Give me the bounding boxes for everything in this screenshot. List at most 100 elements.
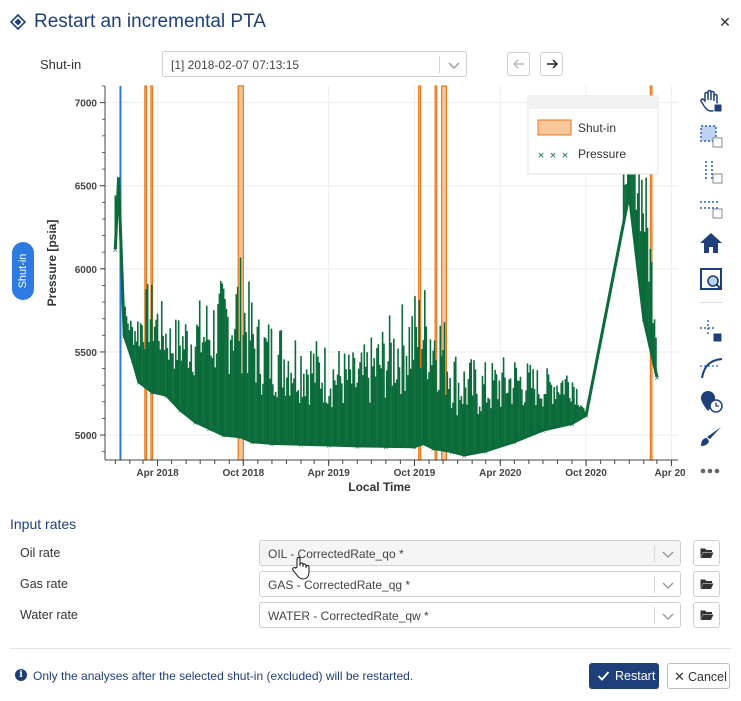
legend-shutin-swatch	[537, 119, 572, 136]
gas-rate-label: Gas rate	[20, 577, 68, 591]
pressure-point: ×	[654, 374, 660, 382]
home-icon[interactable]	[696, 228, 726, 258]
y-select-icon[interactable]	[696, 192, 726, 222]
x-tick-label: Apr 20	[654, 468, 685, 479]
hand-cursor-icon	[292, 557, 310, 580]
x-tick-label: Oct 2020	[565, 468, 607, 479]
next-shutin-button[interactable]	[540, 52, 563, 76]
close-icon[interactable]: ✕	[719, 14, 731, 30]
cancel-button[interactable]: ✕ Cancel	[667, 663, 730, 689]
info-icon: i	[15, 669, 27, 681]
y-tick-label: 6000	[75, 265, 98, 276]
pressure-point: ×	[206, 425, 212, 433]
folder-open-icon	[700, 548, 714, 558]
pressure-point: ×	[130, 357, 136, 365]
y-tick-label: 5000	[75, 431, 98, 442]
y-tick-label: 6500	[75, 182, 98, 193]
x-tick-label: Oct 2018	[222, 468, 264, 479]
water-rate-label: Water rate	[20, 608, 78, 622]
pressure-point: ×	[354, 443, 360, 451]
legend-pressure-marker: ×	[561, 151, 569, 161]
pressure-series	[113, 119, 659, 457]
gas-rate-value: GAS - CorrectedRate_qg *	[268, 578, 411, 592]
pressure-point: ×	[430, 445, 436, 453]
more-icon[interactable]	[696, 456, 726, 486]
water-rate-folder-button[interactable]	[693, 602, 720, 628]
input-rates-title: Input rates	[10, 516, 77, 532]
arrow-right-icon	[547, 59, 559, 69]
close-icon: ✕	[674, 669, 685, 684]
pressure-point: ×	[149, 389, 155, 397]
x-tick-label: Oct 2019	[394, 468, 436, 479]
pressure-point: ×	[383, 443, 389, 451]
point-select-icon[interactable]	[696, 316, 726, 346]
pressure-point: ×	[221, 432, 227, 440]
box-select-icon[interactable]	[696, 121, 726, 151]
water-rate-select[interactable]: WATER - CorrectedRate_qw *	[259, 602, 681, 628]
marker-time-icon[interactable]	[696, 387, 726, 417]
pressure-point: ×	[641, 316, 647, 324]
folder-open-icon	[700, 610, 714, 620]
pressure-point: ×	[269, 440, 275, 448]
restart-button[interactable]: Restart	[589, 663, 659, 689]
shutin-band	[150, 85, 154, 461]
chevron-down-icon	[662, 613, 674, 620]
pressure-point: ×	[583, 412, 589, 420]
oil-rate-label: Oil rate	[20, 546, 61, 560]
pressure-point: ×	[511, 439, 517, 447]
curve-fit-icon[interactable]	[696, 352, 726, 382]
pressure-point: ×	[121, 332, 127, 340]
gas-rate-folder-button[interactable]	[693, 571, 720, 597]
legend-shutin-label: Shut-in	[578, 121, 616, 135]
oil-rate-folder-button[interactable]	[693, 540, 720, 566]
water-rate-value: WATER - CorrectedRate_qw *	[268, 609, 429, 623]
pressure-point: ×	[136, 379, 142, 387]
prev-shutin-button[interactable]	[507, 52, 530, 76]
pressure-point: ×	[178, 407, 184, 415]
chevron-down-icon	[662, 582, 674, 589]
pressure-point: ×	[238, 434, 244, 442]
x-tick-label: Apr 2020	[479, 468, 522, 479]
shutin-side-tab[interactable]: Shut-in	[12, 242, 34, 300]
pressure-point: ×	[249, 439, 255, 447]
x-select-icon[interactable]	[696, 157, 726, 187]
pressure-point: ×	[412, 444, 418, 452]
legend-pressure-label: Pressure	[578, 147, 626, 161]
pressure-point: ×	[163, 392, 169, 400]
cancel-label: Cancel	[688, 670, 727, 684]
pan-icon[interactable]	[696, 86, 726, 116]
arrow-left-icon	[512, 59, 524, 69]
shutin-select[interactable]: [1] 2018-02-07 07:13:15	[162, 51, 467, 77]
pressure-chart[interactable]: × × × × × × × × × × × × × × × × × × × × × × × × × × × × × × × Apr 2018 O…	[40, 84, 685, 504]
pressure-point: ×	[116, 174, 122, 182]
pressure-point: ×	[540, 427, 546, 435]
dialog-title: Restart an incremental PTA	[34, 11, 266, 32]
footer-divider	[10, 648, 731, 649]
legend-pressure-marker: ×	[537, 151, 545, 161]
info-text: Only the analyses after the selected shu…	[33, 669, 414, 683]
pressure-point: ×	[112, 246, 118, 254]
pressure-point: ×	[298, 441, 304, 449]
pressure-point: ×	[326, 442, 332, 450]
pressure-point: ×	[192, 419, 198, 427]
chevron-down-icon	[662, 551, 674, 558]
pressure-point: ×	[483, 448, 489, 456]
y-axis-label: Pressure [psia]	[45, 220, 59, 307]
dialog-header: Restart an incremental PTA ✕	[0, 0, 741, 44]
legend-pressure-marker: ×	[549, 151, 557, 161]
x-tick-label: Apr 2019	[308, 468, 351, 479]
diamond-logo-icon	[10, 14, 26, 30]
chevron-down-icon	[448, 62, 460, 69]
oil-rate-value: OIL - CorrectedRate_qo *	[268, 547, 404, 561]
oil-rate-select[interactable]: OIL - CorrectedRate_qo *	[259, 540, 681, 566]
x-axis-label: Local Time	[348, 480, 411, 494]
paint-icon[interactable]	[696, 422, 726, 452]
gas-rate-select[interactable]: GAS - CorrectedRate_qg *	[259, 571, 681, 597]
zoom-box-icon[interactable]	[696, 264, 726, 294]
pressure-point: ×	[449, 449, 455, 457]
pressure-point: ×	[569, 420, 575, 428]
pressure-point: ×	[461, 452, 467, 460]
y-tick-label: 5500	[75, 348, 98, 359]
check-icon	[597, 671, 610, 681]
